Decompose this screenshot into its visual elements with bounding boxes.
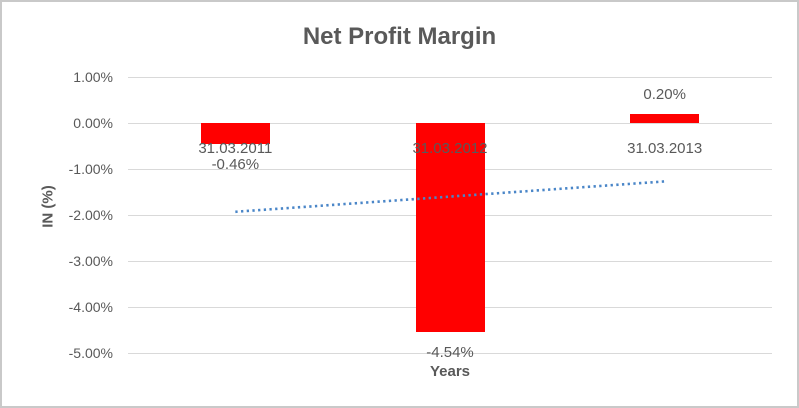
y-tick-label: 0.00% xyxy=(73,115,113,131)
y-tick-label: -1.00% xyxy=(68,161,113,177)
y-tick-label: -3.00% xyxy=(68,253,113,269)
category-label: 31.03.2011 xyxy=(198,139,273,157)
chart-title: Net Profit Margin xyxy=(302,23,497,50)
x-axis-title: Years xyxy=(429,363,471,380)
y-tick-label: -2.00% xyxy=(68,207,113,223)
y-axis-title: IN (%) xyxy=(39,185,57,228)
gridline xyxy=(128,353,772,354)
bar-31.03.2013 xyxy=(630,113,700,123)
bar-31.03.2011 xyxy=(200,123,270,145)
data-label: -4.54% xyxy=(426,343,474,361)
category-label: 31.03.2013 xyxy=(627,139,703,157)
data-label: -0.46% xyxy=(211,156,260,174)
y-tick-label: -5.00% xyxy=(68,345,113,361)
gridline xyxy=(128,77,772,78)
category-label: 31.03.2012 xyxy=(412,139,488,157)
y-tick-label: 1.00% xyxy=(73,69,113,85)
data-label: 0.20% xyxy=(643,85,686,103)
y-tick-label: -4.00% xyxy=(68,299,113,315)
bar-31.03.2012 xyxy=(415,123,485,332)
